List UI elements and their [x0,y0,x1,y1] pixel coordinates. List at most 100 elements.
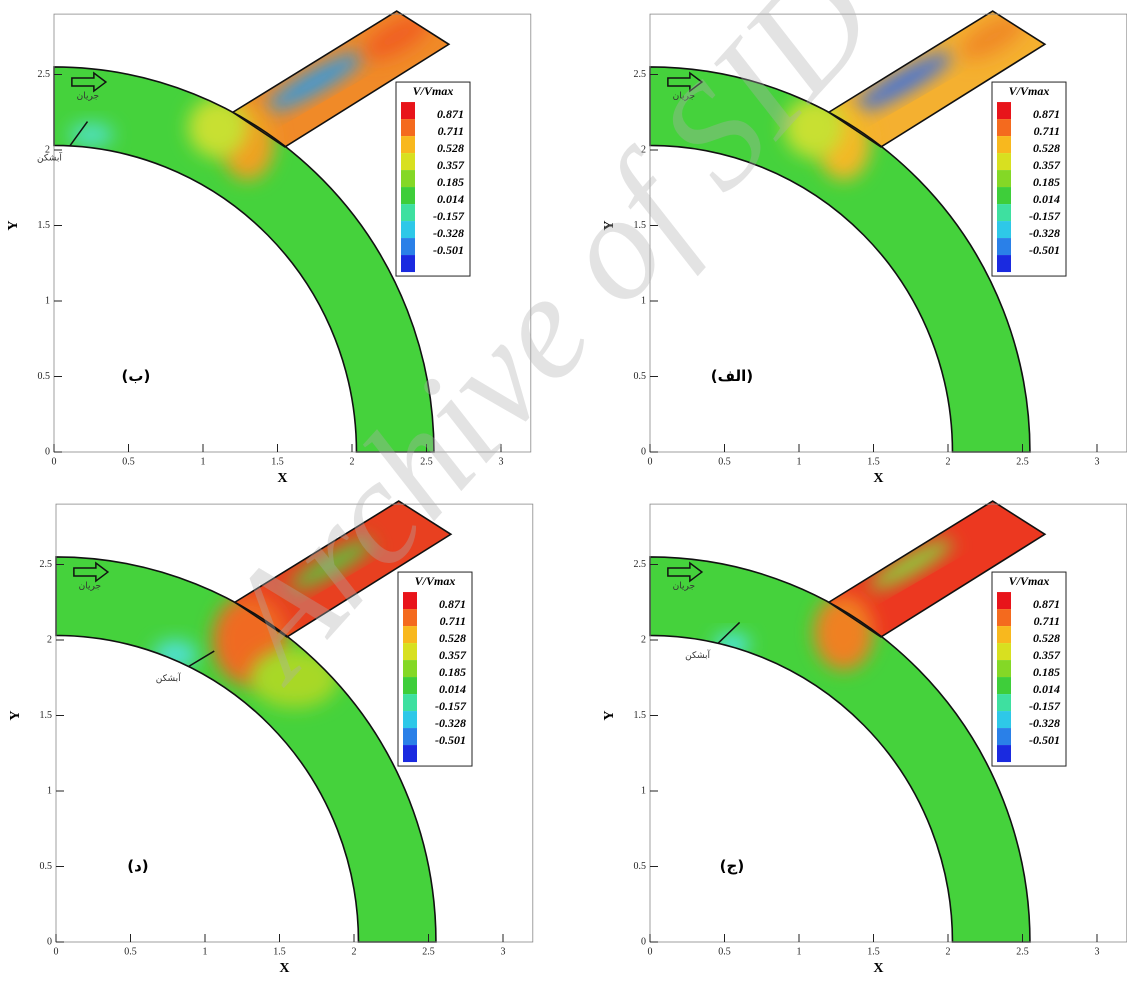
colorbar-swatch [997,592,1011,610]
branch-outline [233,500,453,638]
groyne-label: آبشکن [685,649,710,661]
colorbar-label: 0.528 [1033,631,1060,645]
shade [290,539,374,590]
y-tick-label: 2.5 [634,69,647,80]
x-tick-label: 3 [499,456,504,467]
y-axis-label: Y [602,710,617,720]
x-tick-label: 2.5 [420,456,433,467]
groyne-label: آبشکن [156,672,181,684]
colorbar-swatch [401,221,415,239]
colorbar-label: -0.157 [435,699,467,713]
colorbar-label: 0.014 [1033,192,1060,206]
y-axis-label: Y [6,220,21,230]
panel: 0 0.5 1 1.5 2 2.5 3 0 0.5 1 1.5 2 2.5 X Y (د) جریان آبشکن… [8,500,534,976]
x-axis-label: X [277,471,287,486]
plot-frame [53,13,532,453]
colorbar-swatch [997,745,1011,763]
flow-label: جریان [77,92,99,102]
colorbar-swatch [997,153,1011,171]
colorbar-swatch [997,170,1011,188]
x-tick-label: 1.5 [271,456,284,467]
colorbar-title: V/Vmax [1009,84,1050,98]
panel: 0 0.5 1 1.5 2 2.5 3 0 0.5 1 1.5 2 2.5 X Y (ب) جریان آبشکن… [6,10,532,486]
colorbar-swatch [997,136,1011,154]
colorbar-label: 0.871 [1033,597,1060,611]
colorbar-label: -0.157 [1029,699,1061,713]
colorbar-label: -0.501 [1029,243,1060,257]
flow-field [650,501,1045,942]
x-tick-label: 1 [203,946,208,957]
colorbar-swatch [997,728,1011,746]
colorbar-swatch [997,204,1011,222]
x-tick-label: 3 [1095,456,1100,467]
colorbar-label: -0.501 [433,243,464,257]
colorbar-label: 0.528 [1033,141,1060,155]
shade [813,594,874,671]
colorbar-label: 0.711 [440,614,466,628]
x-tick-label: 1.5 [867,946,880,957]
colorbar-swatch [997,221,1011,239]
colorbar-swatch [997,711,1011,729]
colorbar-title: V/Vmax [415,574,456,588]
colorbar-swatch [997,660,1011,678]
x-axis-label: X [279,961,289,976]
flow-field [650,11,1045,452]
shade [68,122,114,147]
flow-arrow [667,71,704,93]
colorbar-label: 0.185 [1033,665,1060,679]
colorbar-label: -0.501 [435,733,466,747]
y-tick-label: 2 [47,634,52,645]
colorbar-swatch [401,187,415,205]
panel-label: (الف) [711,367,753,385]
y-tick-label: 1 [45,295,50,306]
colorbar-swatch [401,136,415,154]
groyne [188,650,215,668]
x-tick-label: 1 [797,456,802,467]
colorbar-label: 0.014 [439,682,466,696]
branch-outline [827,500,1047,638]
y-tick-label: 2.5 [38,69,51,80]
x-tick-label: 2.5 [422,946,435,957]
y-tick-label: 0 [45,446,50,457]
flow-label: جریان [79,582,101,592]
flow-field [54,11,449,452]
colorbar-swatch [403,609,417,627]
branch-outline [231,10,451,148]
y-tick-label: 0 [47,936,52,947]
colorbar-label: 0.871 [1033,107,1060,121]
x-tick-label: 2 [350,456,355,467]
y-tick-label: 0.5 [634,371,647,382]
colorbar-label: 0.357 [437,158,465,172]
branch-outline [827,10,1047,148]
panel-label: (ب) [122,367,151,385]
x-tick-label: 1 [797,946,802,957]
y-tick-label: 0 [641,446,646,457]
flow-arrow [667,561,704,583]
branch-fill [234,501,451,637]
x-tick-label: 2.5 [1016,456,1029,467]
colorbar-swatch [403,711,417,729]
panel: 0 0.5 1 1.5 2 2.5 3 0 0.5 1 1.5 2 2.5 X Y (الف) جریان V/V… [602,10,1127,486]
colorbar-swatch [401,102,415,120]
colorbar-label: -0.501 [1029,733,1060,747]
colorbar-label: -0.328 [1029,716,1060,730]
colorbar-label: -0.328 [1029,226,1060,240]
shade [959,13,1026,60]
colorbar-swatch [401,170,415,188]
x-tick-label: 0.5 [122,456,135,467]
colorbar-swatch [997,609,1011,627]
colorbar-label: 0.871 [437,107,464,121]
colorbar-swatch [997,102,1011,120]
colorbar-label: 0.528 [437,141,464,155]
x-tick-label: 0 [54,946,59,957]
x-tick-label: 2 [946,946,951,957]
colorbar-swatch [401,204,415,222]
colorbar-label: 0.185 [1033,175,1060,189]
groyne [717,621,741,644]
flow-arrow [71,71,108,93]
colorbar-swatch [403,745,417,763]
x-tick-label: 0 [648,456,653,467]
shade [869,539,953,590]
x-tick-label: 0.5 [718,946,731,957]
